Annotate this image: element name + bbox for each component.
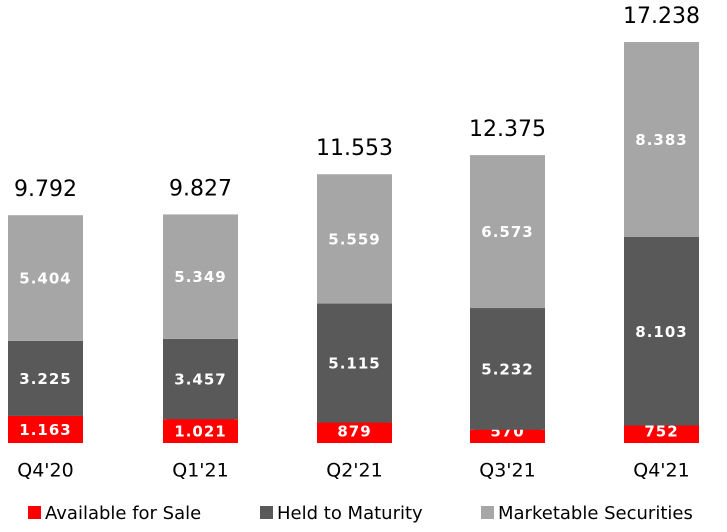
bar-segment (470, 308, 545, 430)
bar-segment (163, 338, 238, 420)
value-label: 5.559 (328, 230, 380, 248)
value-label: 879 (337, 423, 371, 441)
value-label: 5.349 (174, 268, 226, 286)
legend-label: Marketable Securities (498, 503, 693, 524)
legend-swatch (481, 506, 494, 519)
value-label: 5.115 (328, 355, 380, 373)
legend-label: Held to Maturity (277, 503, 423, 524)
label-box (321, 419, 388, 443)
bar-segment (470, 155, 545, 309)
value-label: 3.225 (19, 370, 71, 388)
total-label: 9.827 (169, 176, 232, 201)
bar-segment (8, 340, 83, 416)
value-label: 6.573 (481, 223, 533, 241)
value-label: 752 (644, 423, 678, 441)
x-tick-label: Q1'21 (172, 460, 228, 482)
total-label: 11.553 (316, 136, 393, 161)
value-label: 3.457 (174, 371, 226, 389)
value-label: 5.404 (19, 270, 71, 288)
x-tick-label: Q3'21 (479, 460, 535, 482)
label-box (12, 415, 79, 443)
label-box (167, 419, 234, 443)
bar-segment (624, 42, 699, 238)
bar-segment (163, 214, 238, 339)
bar-segment (8, 215, 83, 341)
x-tick-label: Q4'21 (633, 460, 689, 482)
value-label: 8.103 (635, 323, 687, 341)
bar-segment (317, 174, 392, 304)
value-label: 1.021 (174, 423, 226, 441)
legend-label: Available for Sale (45, 503, 201, 524)
x-tick-label: Q2'21 (326, 460, 382, 482)
bar-segment (624, 237, 699, 426)
total-label: 12.375 (469, 117, 546, 142)
total-label: 17.238 (623, 4, 700, 29)
total-label: 9.792 (14, 177, 77, 202)
value-label: 8.383 (635, 131, 687, 149)
x-tick-label: Q4'20 (17, 460, 73, 482)
legend-swatch (28, 506, 41, 519)
value-label: 1.163 (19, 421, 71, 439)
legend-swatch (260, 506, 273, 519)
value-label: 5.232 (481, 360, 533, 378)
bar-segment (317, 303, 392, 423)
